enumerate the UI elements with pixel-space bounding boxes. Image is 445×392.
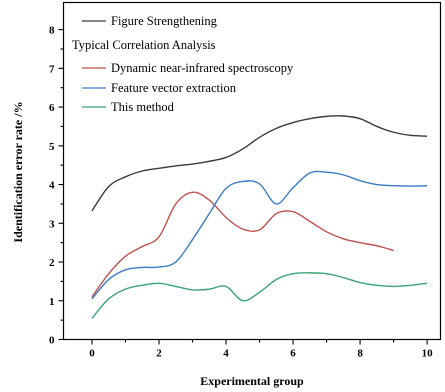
ticks-layer: 0 2 4 6 8 10 0 1 2 3 4 5 6 7 8 <box>49 25 433 360</box>
series-line-feature-vector-extraction <box>91 170 428 300</box>
y-axis-label: Identification error rate /% <box>11 101 25 242</box>
y-tick-label: 7 <box>49 63 55 75</box>
y-tick-label: 8 <box>49 25 55 37</box>
legend-label-feature-vector: Feature vector extraction <box>111 81 237 95</box>
x-tick-label: 4 <box>223 348 229 360</box>
series-line-this-method <box>91 272 428 319</box>
y-tick-label: 2 <box>49 257 55 269</box>
legend-label-this-method: This method <box>111 100 175 114</box>
series-layer <box>91 115 428 319</box>
x-tick-label: 6 <box>290 348 296 360</box>
y-tick-label: 0 <box>49 335 55 347</box>
legend: Figure Strengthening Typical Correlation… <box>72 14 294 114</box>
y-tick-label: 6 <box>49 102 55 114</box>
legend-label-figure-strengthening: Figure Strengthening <box>111 14 218 28</box>
x-tick-label: 2 <box>156 348 162 360</box>
y-tick-label: 4 <box>49 180 55 192</box>
y-tick-label: 5 <box>49 141 55 153</box>
x-tick-label: 10 <box>422 348 434 360</box>
y-tick-label: 3 <box>49 218 55 230</box>
x-tick-label: 8 <box>357 348 363 360</box>
x-tick-label: 0 <box>89 348 95 360</box>
series-line-figure-strengthening <box>91 115 428 212</box>
series-line-dynamic-near-infrared-spectroscopy <box>91 191 394 298</box>
legend-header: Typical Correlation Analysis <box>72 38 216 52</box>
y-tick-label: 1 <box>49 296 55 308</box>
x-axis-label: Experimental group <box>200 374 304 388</box>
legend-label-dynamic-nir: Dynamic near-infrared spectroscopy <box>111 61 294 75</box>
plot-frame <box>62 1 442 341</box>
